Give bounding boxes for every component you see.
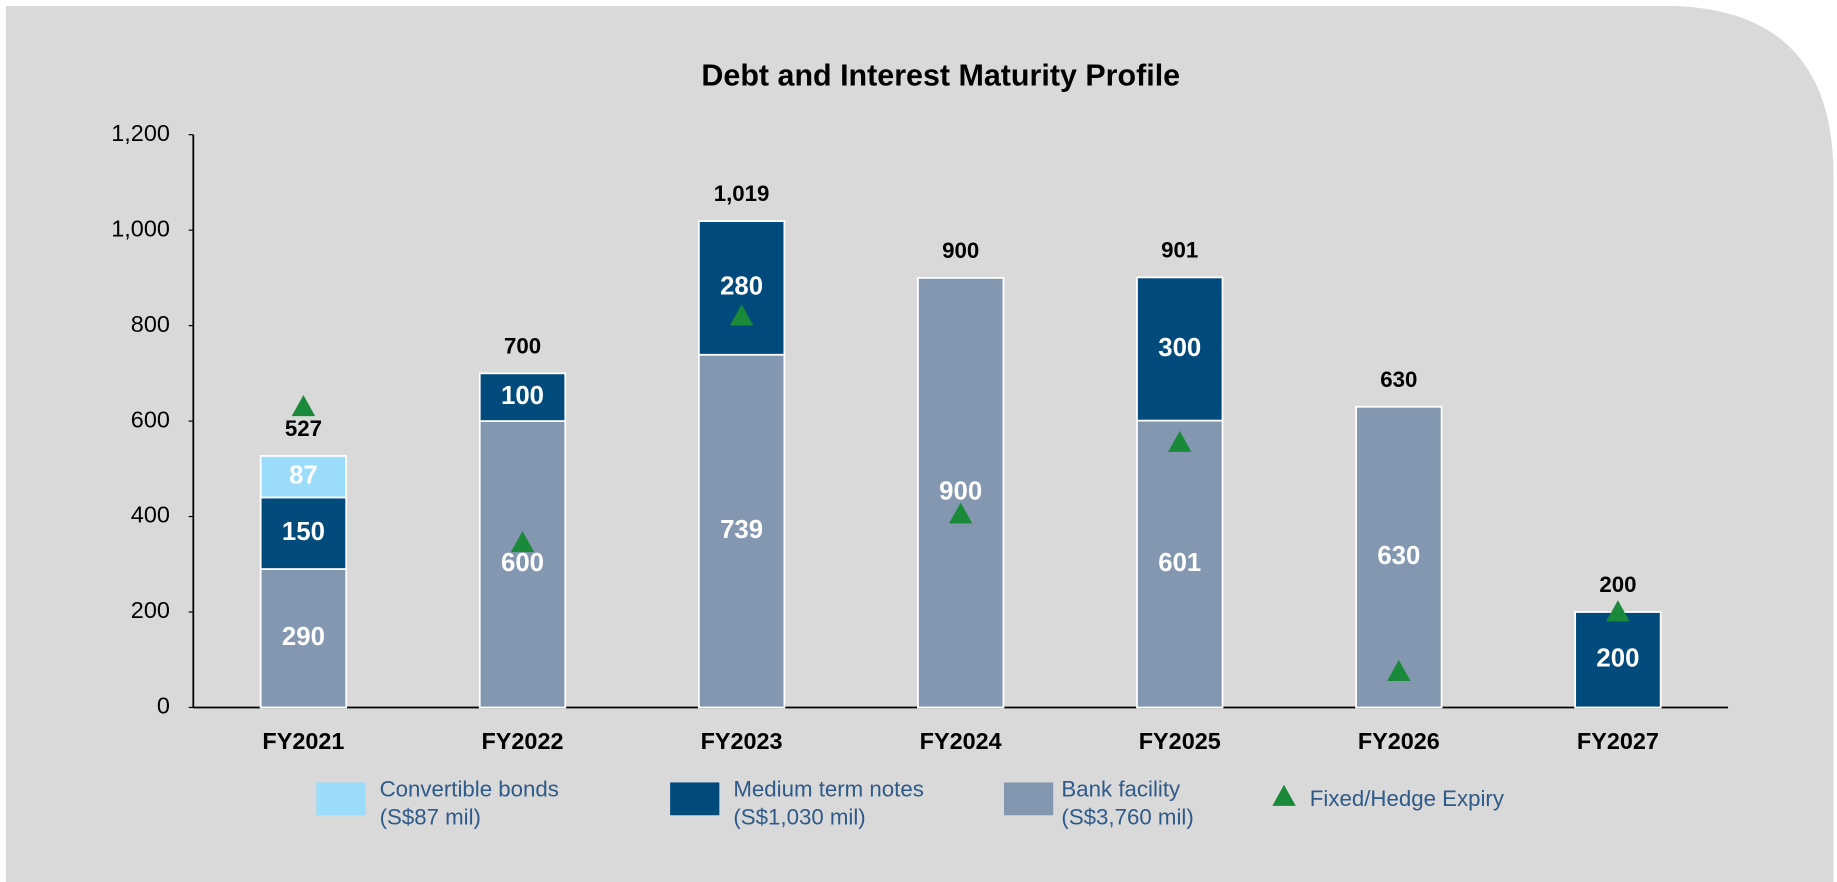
legend-swatch xyxy=(1004,782,1054,816)
segment-label: 900 xyxy=(939,477,982,505)
y-tick-label: 0 xyxy=(157,693,170,719)
x-tick-label: FY2026 xyxy=(1358,728,1440,754)
y-tick-label: 1,000 xyxy=(111,215,170,241)
total-label: 527 xyxy=(285,416,322,441)
bar-segment xyxy=(917,277,1005,709)
total-label: 630 xyxy=(1380,367,1417,392)
hedge-marker xyxy=(291,395,316,417)
bar-segment xyxy=(478,420,567,709)
segment-label: 739 xyxy=(720,516,763,544)
y-tick-label: 200 xyxy=(131,597,170,623)
bar-segment xyxy=(259,568,348,709)
y-tick-label: 600 xyxy=(131,406,170,432)
legend-detail: (S$1,030 mil) xyxy=(733,805,865,830)
hedge-marker xyxy=(729,304,754,326)
legend-label: Convertible bonds xyxy=(380,777,559,802)
hedge-marker xyxy=(1606,600,1630,622)
legend-swatch xyxy=(316,782,366,816)
legend-swatch xyxy=(670,782,720,816)
segment-label: 290 xyxy=(282,623,325,651)
bar-segment xyxy=(259,455,348,499)
total-label: 1,019 xyxy=(714,181,770,206)
y-tick-label: 400 xyxy=(131,502,170,528)
segment-label: 100 xyxy=(501,382,544,410)
total-label: 901 xyxy=(1161,238,1198,263)
x-tick-label: FY2025 xyxy=(1139,728,1221,754)
hedge-marker xyxy=(1387,659,1411,682)
bar-segment xyxy=(1355,405,1443,709)
segment-label: 600 xyxy=(501,549,544,577)
segment-label: 630 xyxy=(1377,542,1420,570)
y-tick-label: 800 xyxy=(131,311,170,337)
legend-label: Fixed/Hedge Expiry xyxy=(1310,786,1505,811)
total-label: 200 xyxy=(1599,572,1636,597)
bar-segment xyxy=(478,372,567,422)
total-label: 900 xyxy=(942,238,979,263)
segment-label: 200 xyxy=(1596,645,1639,673)
legend-label: Medium term notes xyxy=(733,777,923,802)
x-tick-label: FY2027 xyxy=(1577,728,1659,754)
bar-segment xyxy=(1136,419,1224,709)
x-tick-label: FY2021 xyxy=(262,728,344,754)
legend-label: Bank facility xyxy=(1061,777,1181,802)
legend-detail: (S$87 mil) xyxy=(380,805,481,830)
bar-segment xyxy=(697,353,786,709)
legend-marker xyxy=(1272,784,1296,806)
x-tick-label: FY2022 xyxy=(482,728,564,754)
chart-title: Debt and Interest Maturity Profile xyxy=(701,58,1180,92)
total-label: 700 xyxy=(504,333,541,358)
legend-detail: (S$3,760 mil) xyxy=(1061,805,1193,830)
bar-segment xyxy=(259,496,348,570)
hedge-marker xyxy=(948,502,973,524)
x-tick-label: FY2023 xyxy=(701,728,783,754)
segment-label: 87 xyxy=(289,462,318,490)
y-tick-label: 1,200 xyxy=(111,120,170,146)
hedge-marker xyxy=(510,531,535,553)
bar-segment xyxy=(697,220,786,356)
hedge-marker xyxy=(1168,430,1192,452)
segment-label: 150 xyxy=(282,518,325,546)
x-tick-label: FY2024 xyxy=(920,728,1002,754)
segment-label: 280 xyxy=(720,273,763,301)
segment-label: 300 xyxy=(1158,334,1201,362)
bar-segment xyxy=(1136,276,1224,422)
segment-label: 601 xyxy=(1158,549,1201,577)
